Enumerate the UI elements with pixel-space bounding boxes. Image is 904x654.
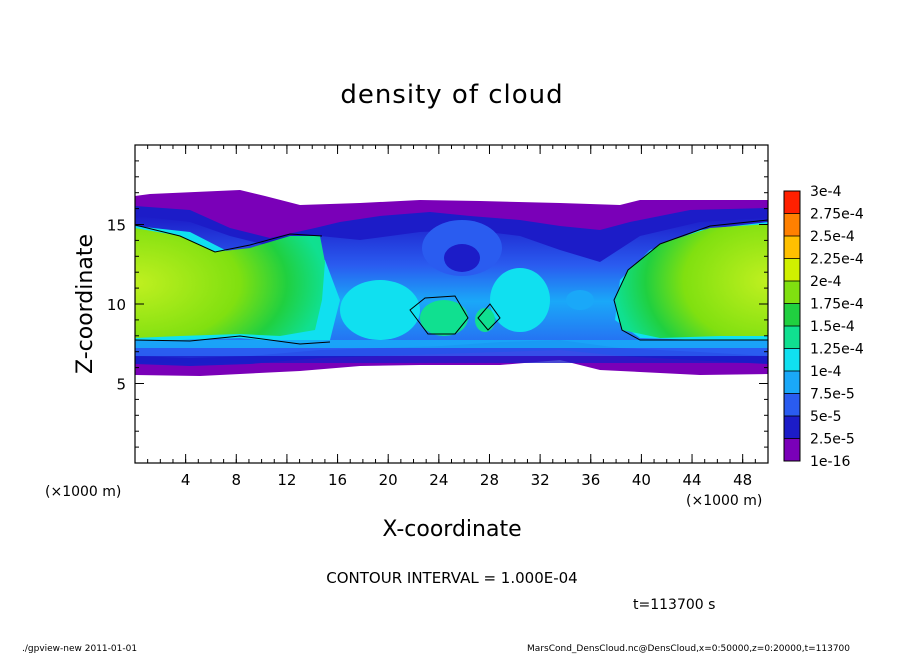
- colorbar-label: 2.5e-4: [810, 229, 855, 245]
- colorbar-swatch: [784, 303, 800, 326]
- contour-line-left: [135, 224, 331, 345]
- x-tick-label: 36: [581, 471, 600, 489]
- time-text: t=113700 s: [633, 597, 715, 613]
- x-axis: 4 8 12 16 20 24 28 32 36 40 44 48: [147, 145, 756, 489]
- heatmap-field: [135, 190, 768, 376]
- x-tick-label: 28: [480, 471, 499, 489]
- colorbar-label: 2.25e-4: [810, 252, 864, 268]
- y-tick-label: 10: [107, 296, 126, 314]
- colorbar-label: 2e-4: [810, 274, 842, 290]
- colorbar-label: 1.5e-4: [810, 319, 855, 335]
- colorbar-label: 1e-16: [810, 454, 850, 470]
- x-axis-title: X-coordinate: [382, 517, 521, 542]
- colorbar-swatch: [784, 393, 800, 416]
- colorbar-swatch: [784, 281, 800, 304]
- y-tick-label: 15: [107, 217, 126, 235]
- x-tick-label: 16: [328, 471, 347, 489]
- x-tick-label: 12: [277, 471, 296, 489]
- x-tick-label: 8: [232, 471, 242, 489]
- colorbar-label: 3e-4: [810, 184, 842, 200]
- x-unit-label: (×1000 m): [686, 493, 762, 509]
- colorbar-label: 2.75e-4: [810, 207, 864, 223]
- colorbar-label: 1.25e-4: [810, 342, 864, 358]
- footer-left: ./gpview-new 2011-01-01: [22, 644, 137, 654]
- footer-right: MarsCond_DensCloud.nc@DensCloud,x=0:5000…: [527, 644, 850, 654]
- colorbar-label: 1e-4: [810, 364, 842, 380]
- colorbar-swatch: [784, 438, 800, 461]
- y-tick-label: 5: [116, 376, 126, 394]
- y-unit-label: (×1000 m): [45, 484, 121, 500]
- colorbar-label: 7.5e-5: [810, 387, 855, 403]
- colorbar-swatch: [784, 236, 800, 259]
- colorbar-swatch: [784, 326, 800, 349]
- colorbar-swatch: [784, 191, 800, 214]
- colorbar-swatch: [784, 416, 800, 439]
- colorbar-swatch: [784, 371, 800, 394]
- y-axis: 5 10 15: [107, 160, 768, 448]
- colorbar-swatch: [784, 348, 800, 371]
- x-tick-label: 48: [733, 471, 752, 489]
- chart-title: density of cloud: [340, 80, 563, 110]
- x-tick-label: 40: [632, 471, 651, 489]
- colorbar-swatch: [784, 213, 800, 236]
- x-tick-label: 32: [531, 471, 550, 489]
- colorbar: 1e-16 2.5e-5 5e-5 7.5e-5 1e-4 1.25e-4 1.5e-4 1.…: [783, 184, 864, 470]
- colorbar-label: 5e-5: [810, 409, 841, 425]
- contour-line-center: [409, 295, 501, 335]
- x-tick-label: 44: [682, 471, 701, 489]
- contour-interval-text: CONTOUR INTERVAL = 1.000E-04: [326, 569, 577, 587]
- colorbar-swatch: [784, 258, 800, 281]
- x-tick-label: 4: [181, 471, 191, 489]
- colorbar-label: 1.75e-4: [810, 297, 864, 313]
- x-tick-label: 24: [429, 471, 448, 489]
- x-tick-label: 20: [379, 471, 398, 489]
- y-axis-title: Z-coordinate: [73, 234, 98, 374]
- contour-line-right: [613, 219, 768, 341]
- colorbar-label: 2.5e-5: [810, 432, 855, 448]
